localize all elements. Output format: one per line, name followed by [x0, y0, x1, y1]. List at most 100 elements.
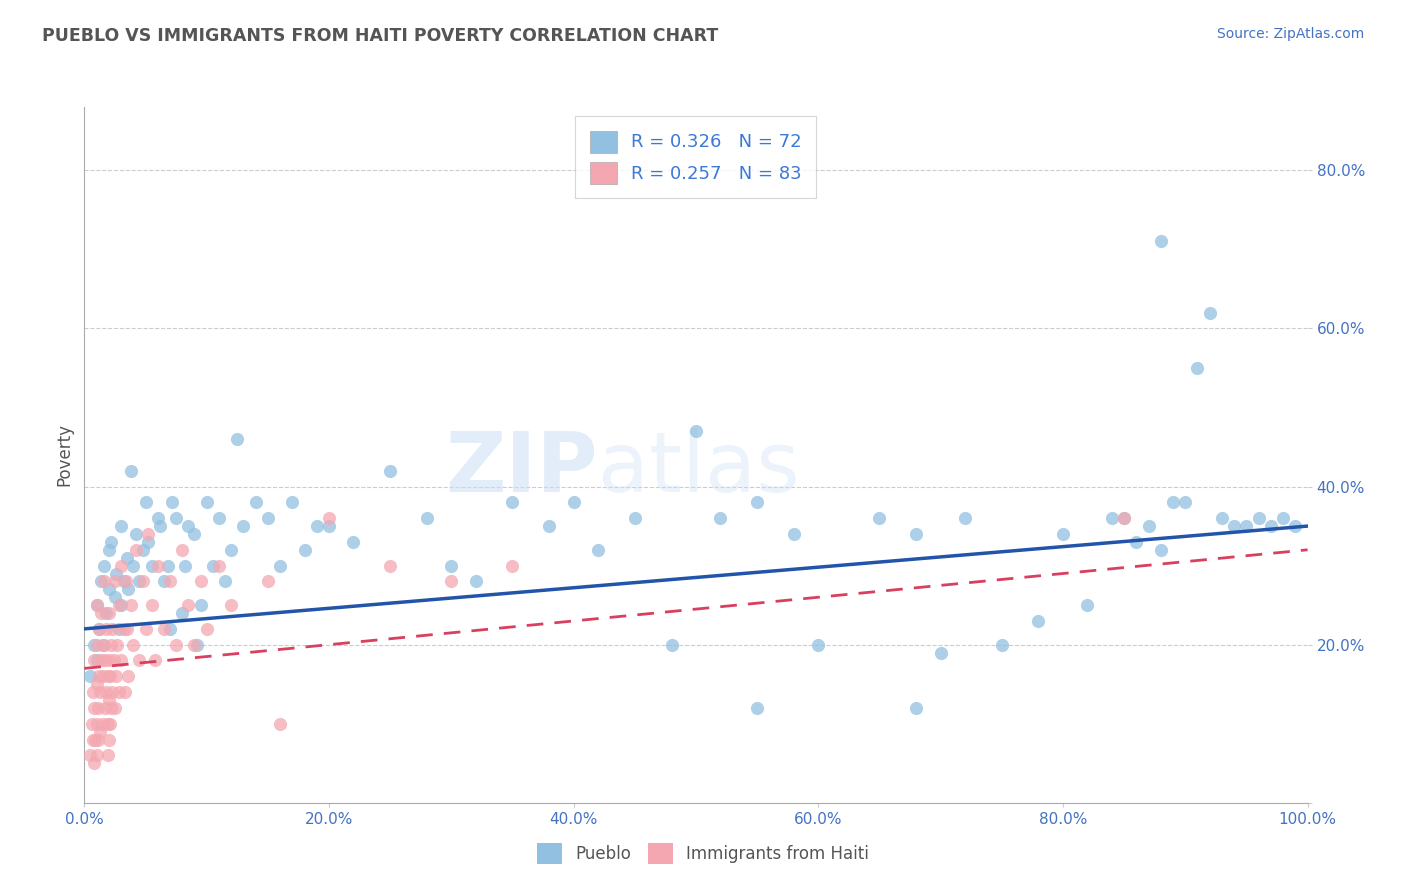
Point [122, 558, 145, 573]
Point [94, 653, 117, 667]
Point [86, 638, 108, 652]
Text: Source: ZipAtlas.com: Source: ZipAtlas.com [1216, 27, 1364, 41]
Point [165, 511, 187, 525]
Point [93, 574, 115, 589]
Point [125, 542, 148, 557]
Point [96, 685, 118, 699]
Point [97, 669, 120, 683]
Point [97, 732, 120, 747]
Point [101, 622, 124, 636]
Point [141, 558, 163, 573]
Point [115, 574, 138, 589]
Text: atlas: atlas [598, 428, 800, 509]
Point [107, 685, 129, 699]
Point [1272, 511, 1295, 525]
Point [502, 558, 524, 573]
Point [709, 511, 731, 525]
Point [1187, 360, 1209, 375]
Point [136, 527, 159, 541]
Point [90, 574, 112, 589]
Point [146, 558, 169, 573]
Point [186, 638, 208, 652]
Point [318, 511, 340, 525]
Point [91, 716, 114, 731]
Point [1114, 511, 1136, 525]
Point [90, 653, 112, 667]
Point [1150, 235, 1173, 249]
Point [201, 558, 224, 573]
Point [80, 716, 103, 731]
Point [87, 622, 110, 636]
Point [143, 653, 166, 667]
Point [87, 669, 110, 683]
Point [440, 574, 463, 589]
Point [156, 558, 179, 573]
Point [153, 574, 176, 589]
Point [219, 598, 242, 612]
Text: PUEBLO VS IMMIGRANTS FROM HAITI POVERTY CORRELATION CHART: PUEBLO VS IMMIGRANTS FROM HAITI POVERTY … [42, 27, 718, 45]
Point [98, 669, 121, 683]
Point [83, 701, 105, 715]
Point [183, 527, 205, 541]
Point [149, 519, 172, 533]
Point [141, 598, 163, 612]
Point [190, 598, 212, 612]
Point [1260, 519, 1282, 533]
Point [214, 574, 236, 589]
Point [195, 622, 218, 636]
Point [96, 622, 118, 636]
Point [869, 511, 891, 525]
Point [153, 622, 176, 636]
Point [159, 574, 181, 589]
Point [89, 724, 111, 739]
Point [661, 638, 683, 652]
Point [90, 606, 112, 620]
Point [93, 558, 115, 573]
Point [87, 732, 110, 747]
Point [94, 701, 117, 715]
Point [115, 622, 138, 636]
Point [1161, 495, 1184, 509]
Point [1247, 511, 1270, 525]
Point [305, 519, 328, 533]
Point [135, 622, 157, 636]
Point [83, 756, 105, 771]
Point [747, 701, 769, 715]
Point [86, 598, 108, 612]
Point [159, 622, 181, 636]
Point [120, 598, 142, 612]
Point [86, 716, 108, 731]
Point [97, 716, 120, 731]
Point [586, 542, 609, 557]
Point [128, 653, 150, 667]
Point [208, 558, 231, 573]
Point [440, 558, 463, 573]
Point [89, 685, 111, 699]
Point [112, 574, 135, 589]
Point [97, 542, 120, 557]
Point [104, 574, 127, 589]
Point [100, 534, 122, 549]
Point [232, 519, 254, 533]
Point [905, 701, 928, 715]
Point [208, 511, 231, 525]
Point [128, 574, 150, 589]
Point [269, 558, 291, 573]
Point [257, 574, 280, 589]
Point [132, 542, 155, 557]
Point [132, 574, 155, 589]
Point [562, 495, 585, 509]
Point [172, 606, 194, 620]
Point [1223, 519, 1246, 533]
Point [79, 748, 101, 763]
Point [269, 716, 291, 731]
Point [173, 558, 195, 573]
Point [183, 638, 205, 652]
Point [1028, 614, 1050, 628]
Point [97, 606, 120, 620]
Point [1198, 305, 1220, 319]
Point [110, 598, 132, 612]
Point [117, 669, 139, 683]
Point [929, 646, 952, 660]
Point [195, 495, 218, 509]
